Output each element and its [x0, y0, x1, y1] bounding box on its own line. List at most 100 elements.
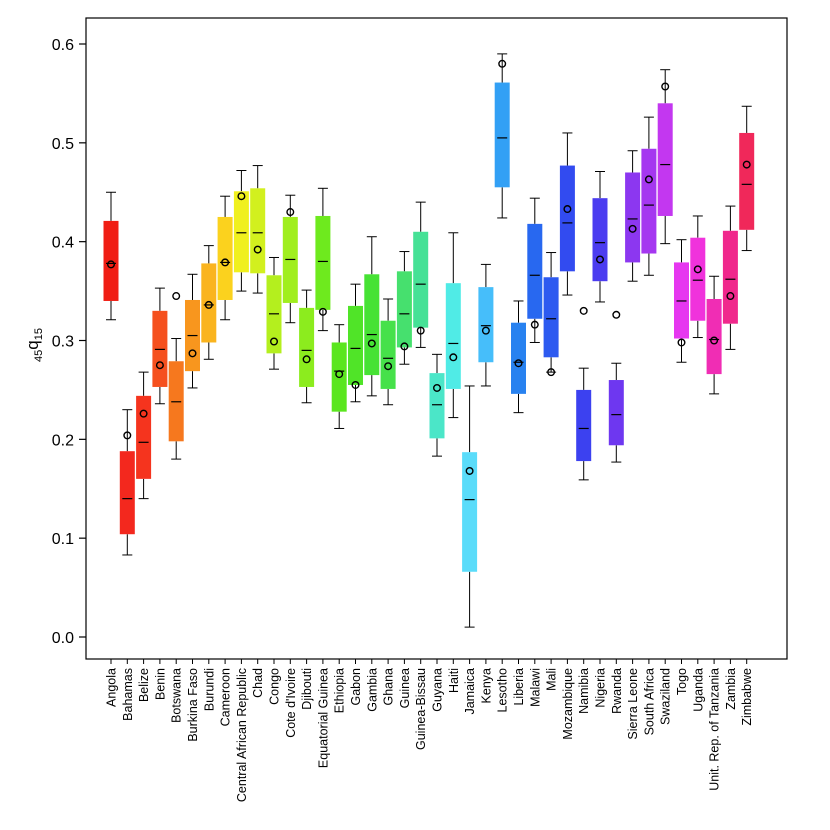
box-gambia [364, 236, 380, 397]
box-uganda [690, 215, 706, 339]
box-guinea-bissau [413, 201, 429, 348]
box-lesotho [494, 53, 510, 219]
box-body [315, 215, 331, 310]
x-category-label: Zimbabwe [740, 668, 754, 726]
observed-point [449, 353, 458, 362]
observed-point [318, 307, 327, 316]
box-guyana [429, 353, 445, 457]
x-category-label: Angola [105, 668, 119, 707]
x-category-label: Namibia [577, 668, 591, 714]
x-category-label: Togo [675, 668, 689, 695]
x-category-label: Djibouti [300, 668, 314, 710]
box-body [201, 263, 217, 343]
observed-point [677, 338, 686, 347]
box-sierra-leone [625, 150, 641, 282]
box-body [396, 271, 412, 348]
y-axis-title-subscript-left: 45 [33, 350, 45, 362]
observed-point [726, 292, 735, 301]
box-namibia [576, 306, 592, 481]
x-category-label: South Africa [642, 668, 656, 735]
y-tick-label: 0.0 [52, 630, 74, 647]
observed-point [253, 245, 262, 254]
boxes-group [103, 53, 755, 628]
x-category-label: Belize [137, 668, 151, 702]
x-category-label: Malawi [528, 668, 542, 707]
y-axis-title-subscript-right: 15 [33, 328, 45, 340]
observed-point [465, 466, 474, 475]
box-body [233, 191, 249, 273]
observed-point [155, 361, 164, 370]
box-body [543, 277, 559, 358]
box-angola [103, 191, 119, 321]
box-jamaica [462, 385, 478, 628]
observed-point [498, 59, 507, 68]
observed-point [302, 355, 311, 364]
x-category-label: Gabon [349, 668, 363, 706]
box-burundi [201, 245, 217, 360]
box-body [413, 231, 429, 328]
observed-point [188, 349, 197, 358]
box-central-african-republic [233, 170, 249, 292]
x-category-label: Jamaica [463, 668, 477, 715]
observed-point [530, 320, 539, 329]
observed-point [433, 383, 442, 392]
box-kenya [478, 263, 494, 387]
box-congo [266, 256, 282, 370]
x-category-label: Haiti [447, 668, 461, 693]
x-category-label: Zambia [724, 668, 738, 710]
observed-point [644, 175, 653, 184]
observed-point [367, 339, 376, 348]
observed-point [221, 258, 230, 267]
box-bahamas [119, 409, 135, 556]
y-tick-label: 0.3 [52, 334, 74, 351]
x-category-label: Burkina Faso [186, 668, 200, 742]
x-category-label: Guinea [398, 668, 412, 708]
box-togo [674, 239, 689, 363]
observed-point [139, 409, 148, 418]
box-burkina-faso [185, 273, 200, 389]
box-belize [136, 371, 152, 500]
x-category-label: Mali [545, 668, 559, 691]
y-tick-label: 0.4 [52, 235, 74, 252]
x-category-label: Unit. Rep. of Tanzania [708, 668, 722, 791]
observed-point [384, 362, 393, 371]
x-category-label: Rwanda [610, 668, 624, 714]
box-body [364, 274, 380, 376]
observed-point [710, 336, 719, 345]
x-category-label: Liberia [512, 668, 526, 706]
box-body [722, 230, 738, 324]
y-axis-title: 45q15 [23, 328, 45, 362]
x-category-label: Ghana [382, 668, 396, 706]
box-cameroon [217, 195, 233, 321]
box-body [608, 380, 624, 446]
box-body [657, 103, 673, 216]
box-body [478, 287, 494, 363]
box-liberia [511, 300, 526, 414]
y-tick-label: 0.6 [52, 37, 74, 54]
box-body [576, 389, 592, 462]
box-unit-rep-of-tanzania [706, 275, 722, 395]
box-body [625, 172, 641, 263]
box-benin [152, 287, 168, 405]
x-axis-labels: Angola Bahamas Belize Benin Botswana Burkina … [105, 659, 754, 802]
observed-point [335, 370, 344, 379]
box-gabon [348, 283, 363, 403]
observed-point [547, 368, 556, 377]
y-axis-title-main: q [23, 340, 42, 349]
box-zimbabwe [739, 105, 755, 252]
observed-point [579, 306, 588, 315]
x-category-label: Cote d'Ivoire [284, 668, 298, 738]
box-body [559, 165, 575, 272]
observed-point [661, 82, 670, 91]
observed-point [270, 337, 279, 346]
box-body [690, 237, 706, 321]
x-category-label: Gambia [365, 668, 379, 712]
box-body [445, 283, 461, 389]
observed-point [693, 265, 702, 274]
observed-point [400, 342, 409, 351]
box-body [348, 305, 363, 385]
y-axis: 0.0 0.1 0.2 0.3 0.4 0.5 0.6 [52, 37, 86, 647]
observed-point [612, 310, 621, 319]
box-zambia [722, 205, 738, 350]
box-body [511, 322, 526, 394]
